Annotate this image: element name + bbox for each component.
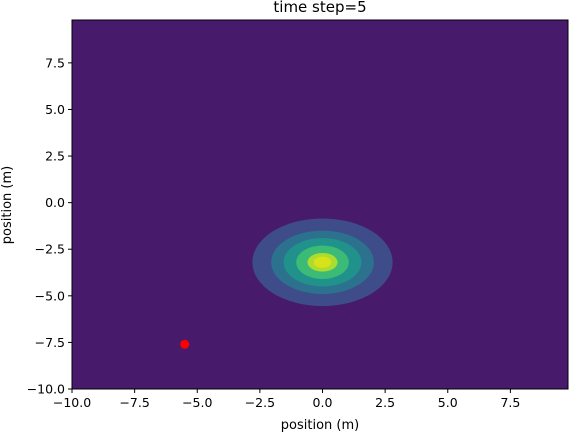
red-marker-point (180, 339, 190, 349)
y-tick-label: −10.0 (27, 382, 65, 397)
y-tick-label: −5.0 (35, 288, 65, 303)
x-tick-label: 7.5 (500, 395, 520, 410)
x-axis: −10.0 −7.5 −5.0 −2.5 0.0 2.5 5.0 7.5 (53, 389, 520, 410)
x-tick-label: −5.0 (182, 395, 212, 410)
x-tick-label: −2.5 (245, 395, 275, 410)
plot-frame (71, 19, 569, 390)
plot-area (71, 19, 569, 390)
chart-title: time step=5 (273, 0, 366, 16)
y-tick-label: 0.0 (45, 195, 65, 210)
x-tick-label: 5.0 (438, 395, 458, 410)
x-tick-label: −7.5 (119, 395, 149, 410)
x-tick-label: 2.5 (375, 395, 395, 410)
y-tick-label: 2.5 (45, 149, 65, 164)
x-axis-label: position (m) (281, 418, 359, 433)
y-axis-label: position (m) (0, 166, 15, 244)
y-tick-label: 5.0 (45, 102, 65, 117)
contour-background (72, 20, 568, 389)
y-tick-label: 7.5 (45, 55, 65, 70)
y-tick-label: −7.5 (35, 335, 65, 350)
contour-level-6 (313, 256, 332, 268)
x-tick-label: −10.0 (53, 395, 91, 410)
y-tick-label: −2.5 (35, 242, 65, 257)
x-tick-label: 0.0 (313, 395, 333, 410)
y-axis: −10.0 −7.5 −5.0 −2.5 0.0 2.5 5.0 7.5 (27, 55, 72, 397)
